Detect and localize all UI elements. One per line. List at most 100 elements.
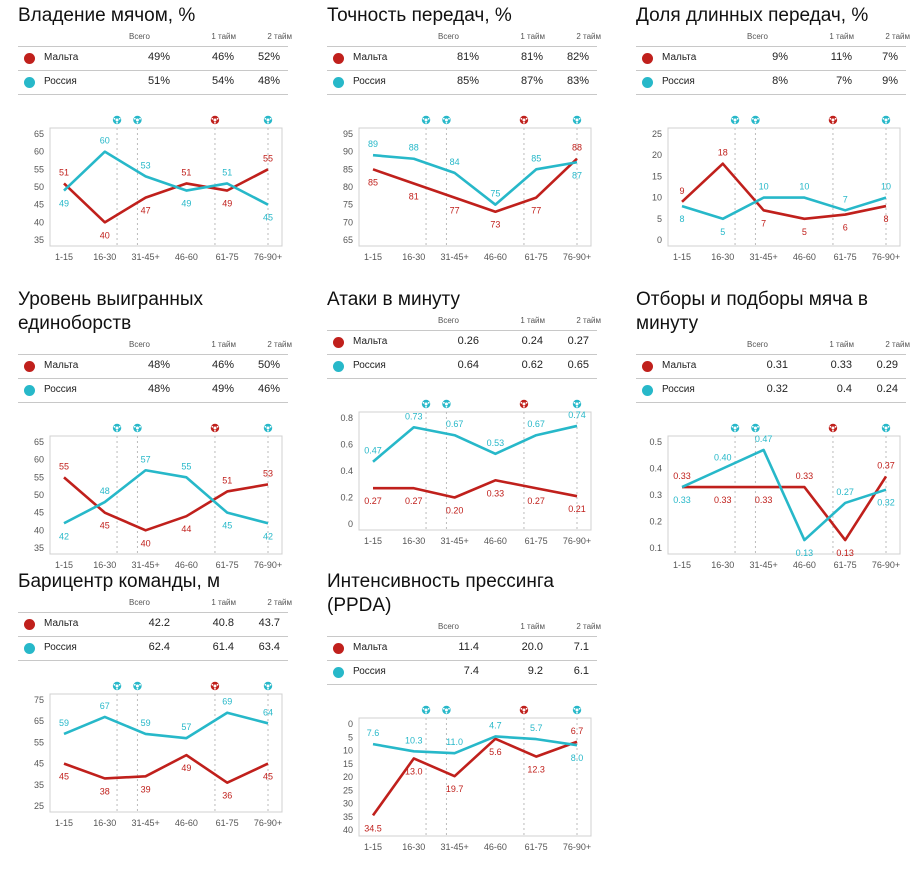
column-header: 2 тайм [885, 32, 910, 41]
column-header: 2 тайм [885, 340, 910, 349]
malta-data-label: 45 [263, 772, 273, 782]
russia-goal-ball-icon [421, 705, 431, 715]
y-tick-label: 10 [652, 193, 662, 203]
russia-data-label: 45 [263, 213, 273, 223]
malta-series-line [373, 478, 578, 499]
column-header: 1 тайм [520, 622, 545, 631]
table-cell: 63.4 [258, 641, 280, 653]
table-cell: 20.0 [521, 641, 543, 653]
malta-data-label: 13.0 [405, 766, 423, 776]
russia-goal-ball-icon [572, 115, 582, 125]
russia-data-label: 57 [141, 454, 151, 464]
russia-data-label: 0.47 [364, 446, 382, 456]
malta-data-label: 44 [181, 524, 191, 534]
table-cell: 46% [211, 51, 234, 63]
team-color-dot [333, 337, 344, 348]
table-cell: 50% [257, 359, 280, 371]
column-header: 1 тайм [829, 340, 854, 349]
y-tick-label: 0.5 [649, 437, 662, 447]
russia-goal-ball-icon [881, 423, 891, 433]
x-tick-label: 31-45+ [131, 560, 159, 570]
y-tick-label: 5 [348, 732, 353, 742]
plot-frame [358, 127, 592, 247]
malta-goal-ball-icon [210, 423, 220, 433]
table-row: Мальта 0.31 0.33 0.29 [636, 354, 906, 378]
y-tick-label: 45 [34, 508, 44, 518]
column-header: 1 тайм [829, 32, 854, 41]
plot-frame [358, 411, 592, 531]
stats-table: Всего 1 тайм 2 тайм Мальта 0.31 0.33 0.29 Росси… [636, 340, 910, 403]
y-tick-label: 0.1 [649, 543, 662, 553]
malta-data-label: 0.33 [673, 471, 691, 481]
malta-data-label: 51 [181, 167, 191, 177]
team-color-dot [24, 643, 35, 654]
russia-data-label: 42 [59, 531, 69, 541]
table-cell: 9% [882, 75, 898, 87]
russia-data-label: 87 [572, 170, 582, 180]
team-color-dot [333, 53, 344, 64]
russia-data-label: 60 [100, 136, 110, 146]
x-tick-label: 76-90+ [563, 842, 591, 852]
team-color-dot [333, 643, 344, 654]
table-header: Всего 1 тайм 2 тайм [18, 32, 292, 46]
russia-data-label: 59 [141, 718, 151, 728]
team-name: Мальта [353, 642, 388, 653]
malta-data-label: 5 [802, 227, 807, 237]
column-header: 2 тайм [267, 340, 292, 349]
table-header: Всего 1 тайм 2 тайм [636, 32, 910, 46]
russia-data-label: 0.13 [796, 548, 814, 558]
malta-series-line [372, 157, 578, 214]
malta-data-label: 49 [181, 763, 191, 773]
table-cell: 48% [257, 75, 280, 87]
x-tick-label: 31-45+ [440, 842, 468, 852]
team-color-dot [24, 385, 35, 396]
plot-frame [49, 693, 283, 813]
russia-series-line [372, 153, 578, 206]
table-cell: 46% [211, 359, 234, 371]
malta-data-label: 0.37 [877, 460, 895, 470]
x-tick-label: 16-30 [402, 252, 425, 262]
y-tick-label: 0.4 [340, 466, 353, 476]
russia-data-label: 53 [141, 160, 151, 170]
team-name: Мальта [662, 52, 697, 63]
x-tick-label: 76-90+ [254, 252, 282, 262]
x-tick-label: 76-90+ [563, 252, 591, 262]
table-header: Всего 1 тайм 2 тайм [18, 340, 292, 354]
y-tick-label: 65 [343, 235, 353, 245]
table-cell: 43.7 [258, 617, 280, 629]
table-cell: 0.33 [830, 359, 852, 371]
table-cell: 40.8 [212, 617, 234, 629]
russia-data-label: 57 [181, 722, 191, 732]
malta-data-label: 51 [222, 475, 232, 485]
russia-series-line [372, 735, 578, 755]
y-tick-label: 65 [34, 716, 44, 726]
plot-frame [49, 127, 283, 247]
table-cell: 11% [830, 51, 852, 63]
malta-goal-ball-icon [519, 399, 529, 409]
x-tick-label: 61-75 [834, 560, 857, 570]
x-tick-label: 16-30 [93, 818, 116, 828]
column-header: 1 тайм [520, 316, 545, 325]
x-tick-label: 16-30 [402, 536, 425, 546]
team-color-dot [642, 77, 653, 88]
x-tick-label: 61-75 [216, 560, 239, 570]
table-cell: 83% [566, 75, 589, 87]
team-name: Мальта [44, 618, 79, 629]
russia-data-label: 89 [368, 139, 378, 149]
plot-frame [667, 127, 901, 247]
table-row: Россия 85% 87% 83% [327, 70, 597, 95]
y-tick-label: 15 [343, 759, 353, 769]
russia-data-label: 51 [222, 167, 232, 177]
y-tick-label: 45 [34, 200, 44, 210]
line-chart: 0 0.2 0.4 0.6 0.8 1-15 16-30 31-45+ 46-60 61-75 76… [340, 399, 592, 546]
russia-data-label: 0.47 [755, 434, 773, 444]
y-tick-label: 40 [34, 217, 44, 227]
column-header: Всего [438, 32, 459, 41]
y-tick-label: 35 [34, 235, 44, 245]
x-tick-label: 1-15 [55, 818, 73, 828]
table-cell: 48% [147, 359, 170, 371]
russia-series-line [63, 711, 269, 740]
russia-goal-ball-icon [112, 423, 122, 433]
table-row: Мальта 42.2 40.8 43.7 [18, 612, 288, 636]
table-cell: 82% [566, 51, 589, 63]
